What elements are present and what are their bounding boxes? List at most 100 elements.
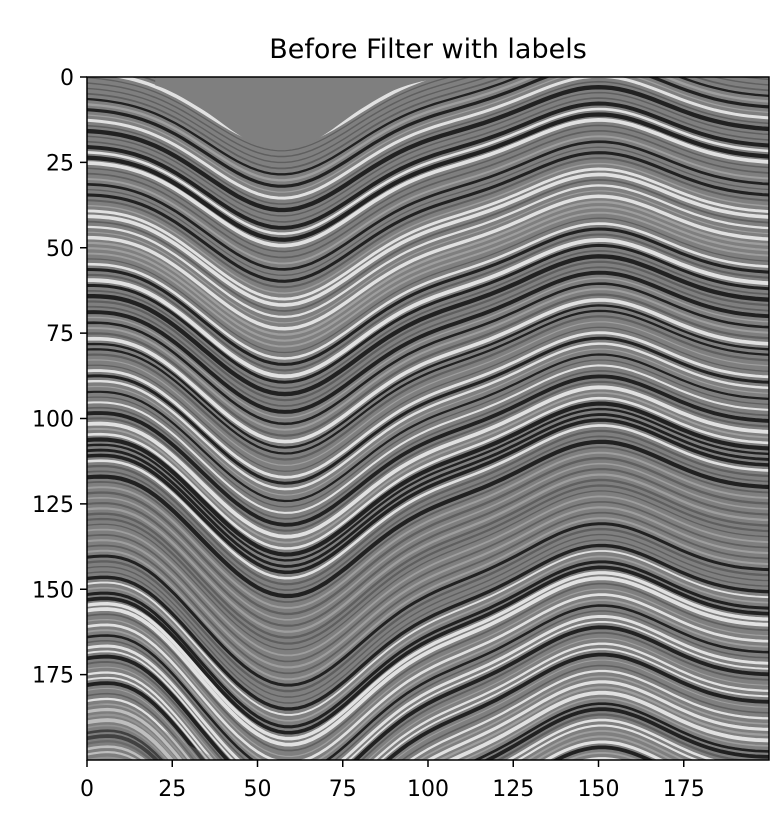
reflector-line bbox=[87, 342, 769, 491]
reflector-line bbox=[87, 565, 769, 735]
reflector-line bbox=[87, 429, 769, 586]
reflector-line bbox=[87, 179, 769, 312]
reflector-line bbox=[87, 686, 769, 760]
reflector-line bbox=[87, 484, 769, 645]
reflector-line bbox=[87, 190, 769, 324]
reflector-line bbox=[87, 227, 769, 366]
x-tick-label: 50 bbox=[244, 777, 272, 802]
reflector-line bbox=[87, 424, 769, 580]
reflector-line bbox=[87, 359, 769, 508]
reflector-line bbox=[87, 107, 769, 235]
reflector-line bbox=[87, 675, 769, 760]
reflector-line bbox=[87, 446, 769, 603]
reflector-line bbox=[87, 610, 769, 760]
reflector-line bbox=[87, 77, 769, 158]
y-tick-label: 175 bbox=[32, 664, 74, 689]
reflector-line bbox=[87, 588, 769, 758]
reflector-line bbox=[87, 555, 769, 722]
x-tick-label: 125 bbox=[492, 777, 534, 802]
reflector-line bbox=[87, 527, 769, 693]
x-tick-label: 150 bbox=[578, 777, 620, 802]
reflector-line bbox=[87, 77, 769, 200]
reflector-line bbox=[87, 380, 769, 532]
reflector-line bbox=[87, 724, 700, 760]
reflector-line bbox=[87, 277, 769, 419]
reflector-line bbox=[87, 364, 769, 514]
reflector-line bbox=[87, 604, 769, 760]
x-tick-label: 0 bbox=[80, 777, 94, 802]
reflector-line bbox=[87, 266, 769, 407]
reflector-line bbox=[87, 637, 769, 760]
reflector-line bbox=[87, 250, 769, 390]
reflector-line bbox=[87, 91, 769, 217]
y-tick-label: 25 bbox=[46, 151, 74, 176]
reflector-line bbox=[87, 718, 718, 760]
blank-top-wedge bbox=[155, 77, 514, 151]
reflector-line bbox=[87, 385, 769, 539]
chart-title: Before Filter with labels bbox=[269, 34, 587, 65]
reflector-line bbox=[87, 713, 747, 760]
reflector-line bbox=[87, 162, 769, 294]
reflector-line bbox=[87, 582, 769, 752]
reflector-line bbox=[87, 614, 769, 760]
reflector-line bbox=[87, 560, 769, 729]
reflector-line bbox=[87, 309, 769, 455]
reflector-line bbox=[87, 599, 769, 760]
reflector-line bbox=[87, 172, 769, 307]
reflector-line bbox=[87, 543, 769, 711]
reflector-line bbox=[87, 222, 769, 360]
reflector-line bbox=[87, 282, 769, 426]
y-tick-label: 125 bbox=[32, 493, 74, 518]
reflector-line bbox=[87, 370, 769, 520]
reflector-line bbox=[87, 140, 769, 271]
x-tick-label: 100 bbox=[407, 777, 449, 802]
reflector-line bbox=[87, 642, 769, 760]
x-tick-label: 75 bbox=[329, 777, 357, 802]
x-tick-label: 175 bbox=[663, 777, 705, 802]
reflector-line bbox=[87, 435, 769, 591]
y-tick-label: 50 bbox=[46, 237, 74, 262]
reflector-line bbox=[87, 593, 769, 760]
reflector-line bbox=[87, 118, 769, 248]
reflector-line bbox=[87, 348, 769, 496]
reflector-line bbox=[87, 315, 769, 461]
reflector-line bbox=[87, 413, 769, 568]
reflector-line bbox=[87, 473, 769, 633]
reflector-line bbox=[87, 77, 769, 193]
reflector-line bbox=[87, 576, 769, 747]
reflector-line bbox=[87, 652, 769, 760]
y-tick-label: 100 bbox=[32, 408, 74, 433]
reflector-line bbox=[87, 707, 769, 760]
reflector-line bbox=[87, 418, 769, 575]
reflector-line bbox=[87, 571, 769, 741]
reflector-line bbox=[87, 124, 769, 253]
reflector-line bbox=[87, 648, 769, 760]
y-axis: 0 25 50 75 100 125 150 175 bbox=[32, 66, 87, 689]
reflector-line bbox=[87, 77, 769, 164]
reflector-line bbox=[87, 243, 769, 384]
reflector-line bbox=[87, 194, 769, 331]
reflector-line bbox=[87, 260, 769, 402]
reflector-line bbox=[87, 506, 769, 669]
reflector-line bbox=[87, 77, 769, 182]
reflector-line bbox=[87, 490, 769, 651]
reflector-line bbox=[87, 336, 769, 485]
reflector-line bbox=[87, 669, 769, 760]
reflector-line bbox=[87, 631, 769, 760]
reflector-line bbox=[87, 730, 687, 760]
reflector-line bbox=[87, 293, 769, 437]
blank-bottom-wedge bbox=[87, 702, 292, 760]
reflector-line bbox=[87, 129, 769, 259]
reflector-line bbox=[87, 167, 769, 301]
reflector-line bbox=[87, 457, 769, 616]
reflector-line bbox=[87, 468, 769, 627]
reflector-line bbox=[87, 391, 769, 544]
reflector-line bbox=[87, 233, 769, 372]
reflector-line bbox=[87, 401, 769, 557]
reflector-line bbox=[87, 664, 769, 760]
reflector-line bbox=[87, 77, 769, 176]
reflector-line bbox=[87, 217, 769, 354]
reflector-line bbox=[87, 439, 769, 599]
reflector-line bbox=[87, 80, 769, 205]
